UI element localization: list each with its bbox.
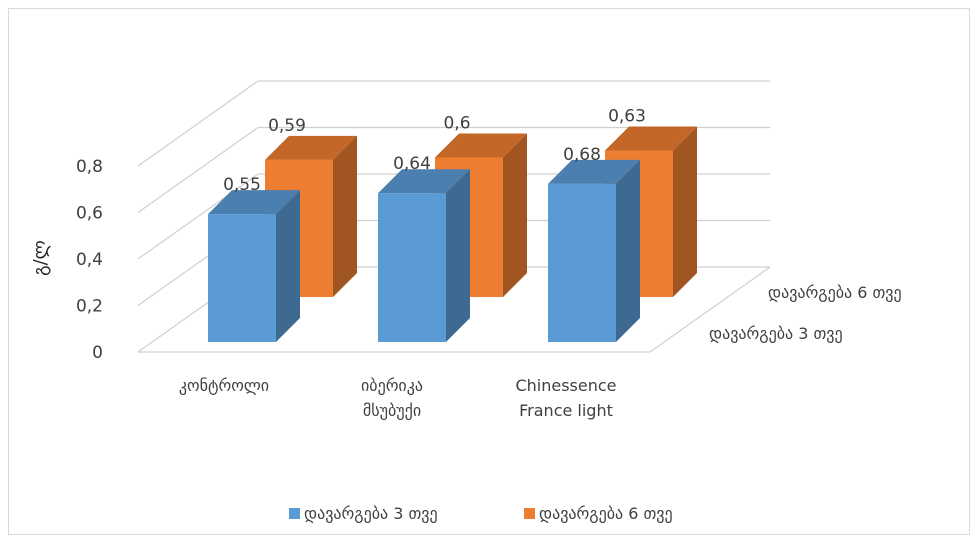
data-label-0-0: 0,55 — [223, 175, 261, 195]
legend-item: დავარგება 3 თვე — [289, 504, 438, 523]
bar-side-1-0 — [333, 135, 357, 297]
category-label: France light — [519, 401, 613, 420]
bar-top-0-1 — [378, 169, 470, 194]
bar-top-1-0 — [265, 135, 357, 160]
legend-swatch — [289, 508, 300, 519]
legend-item: დავარგება 6 თვე — [524, 504, 673, 523]
bar-side-0-1 — [446, 169, 470, 342]
bar-0-2 — [548, 183, 616, 342]
floor-right-edge — [649, 266, 771, 353]
data-label-1-2: 0,63 — [608, 107, 646, 127]
bar-side-1-1 — [503, 133, 527, 297]
y-tick-label: 0,6 — [76, 204, 103, 224]
bar-side-0-2 — [616, 159, 640, 342]
y-axis-label: გ/ლ — [30, 240, 51, 276]
category-label: კონტროლი — [179, 376, 269, 395]
legend-label: დავარგება 6 თვე — [539, 504, 673, 523]
y-tick-label: 0 — [92, 343, 103, 363]
data-label-0-2: 0,68 — [563, 145, 601, 165]
gridline-side — [137, 80, 259, 167]
y-tick-label: 0,2 — [76, 297, 103, 317]
gridline-side — [137, 173, 259, 260]
bar-0-1 — [378, 193, 446, 342]
bar-0-0 — [208, 214, 276, 342]
bar-top-1-1 — [435, 133, 527, 158]
gridline-side — [137, 127, 259, 213]
legend-label: დავარგება 3 თვე — [304, 504, 438, 523]
category-label: მსუბუქი — [363, 401, 421, 420]
depth-axis-label-series-1: დავარგება 3 თვე — [709, 324, 843, 343]
category-label: იბერიკა — [361, 376, 423, 395]
chart-frame — [8, 8, 970, 535]
y-tick-label: 0,4 — [76, 250, 103, 270]
data-label-1-1: 0,6 — [443, 114, 470, 134]
bar-side-1-2 — [673, 126, 697, 298]
bar-top-0-2 — [548, 159, 640, 184]
bar-top-0-0 — [208, 190, 300, 215]
data-label-0-1: 0,64 — [393, 154, 431, 174]
category-label: Chinessence — [515, 376, 616, 395]
data-label-1-0: 0,59 — [268, 116, 306, 136]
depth-axis-label-series-2: დავარგება 6 თვე — [768, 283, 902, 302]
bar-side-0-0 — [276, 190, 300, 342]
legend-swatch — [524, 508, 535, 519]
bar-top-1-2 — [605, 126, 697, 151]
y-tick-label: 0,8 — [76, 157, 103, 177]
